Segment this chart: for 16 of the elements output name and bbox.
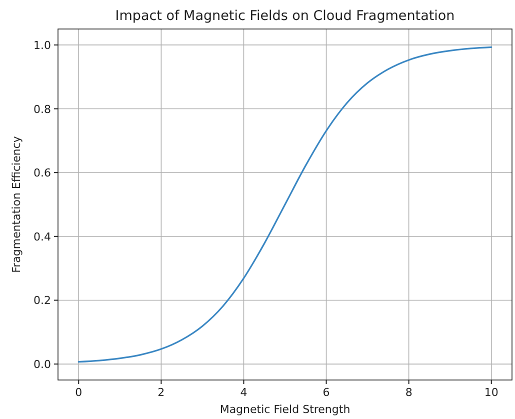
x-tick-label: 6 (322, 386, 330, 399)
y-tick-label: 0.4 (34, 230, 51, 244)
chart-title: Impact of Magnetic Fields on Cloud Fragmentation (115, 8, 455, 24)
y-tick-label: 0.0 (34, 358, 51, 372)
y-tick-label: 0.8 (34, 102, 51, 116)
y-tick-label: 0.2 (34, 294, 51, 308)
x-tick-label: 8 (405, 386, 412, 399)
x-tick-label: 0 (75, 386, 82, 399)
x-tick-label: 2 (158, 386, 165, 399)
line-series (78, 46, 492, 363)
y-tick-label: 0.6 (34, 166, 51, 180)
y-tick-label: 1.0 (34, 38, 51, 52)
y-axis-title: Fragmentation Efficiency (10, 136, 23, 273)
x-tick-label: 4 (240, 386, 248, 399)
x-axis-title: Magnetic Field Strength (220, 403, 350, 416)
x-tick-label: 10 (484, 386, 498, 399)
